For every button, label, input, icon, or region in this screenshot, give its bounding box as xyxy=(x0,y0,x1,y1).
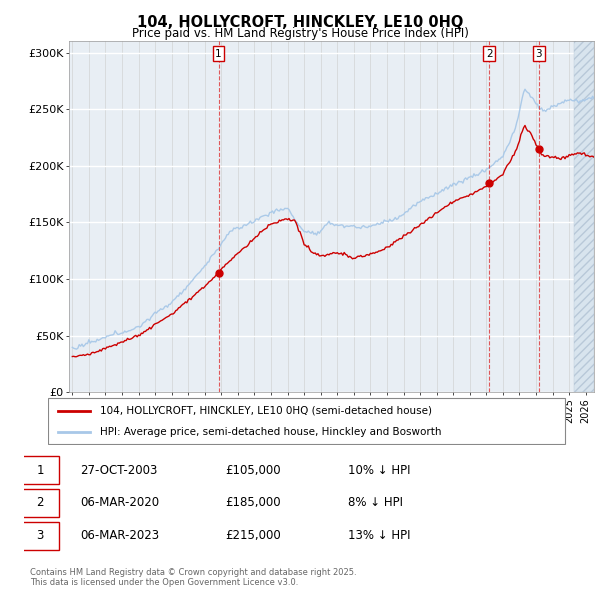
Text: 2: 2 xyxy=(486,48,493,58)
Bar xyxy=(574,41,594,392)
Text: £105,000: £105,000 xyxy=(225,464,281,477)
Text: Contains HM Land Registry data © Crown copyright and database right 2025.: Contains HM Land Registry data © Crown c… xyxy=(30,568,356,576)
Text: 1: 1 xyxy=(215,48,222,58)
Text: £215,000: £215,000 xyxy=(225,529,281,542)
Text: 27-OCT-2003: 27-OCT-2003 xyxy=(80,464,157,477)
Text: 3: 3 xyxy=(536,48,542,58)
FancyBboxPatch shape xyxy=(48,398,565,444)
Text: This data is licensed under the Open Government Licence v3.0.: This data is licensed under the Open Gov… xyxy=(30,578,298,587)
FancyBboxPatch shape xyxy=(21,456,59,484)
Text: Price paid vs. HM Land Registry's House Price Index (HPI): Price paid vs. HM Land Registry's House … xyxy=(131,27,469,40)
Text: 8% ↓ HPI: 8% ↓ HPI xyxy=(347,496,403,510)
Text: 104, HOLLYCROFT, HINCKLEY, LE10 0HQ (semi-detached house): 104, HOLLYCROFT, HINCKLEY, LE10 0HQ (sem… xyxy=(100,405,432,415)
Text: HPI: Average price, semi-detached house, Hinckley and Bosworth: HPI: Average price, semi-detached house,… xyxy=(100,427,442,437)
Text: 2: 2 xyxy=(37,496,44,510)
Text: 104, HOLLYCROFT, HINCKLEY, LE10 0HQ: 104, HOLLYCROFT, HINCKLEY, LE10 0HQ xyxy=(137,15,463,30)
FancyBboxPatch shape xyxy=(21,489,59,517)
FancyBboxPatch shape xyxy=(21,522,59,550)
Text: 06-MAR-2023: 06-MAR-2023 xyxy=(80,529,159,542)
Text: 3: 3 xyxy=(37,529,44,542)
Text: £185,000: £185,000 xyxy=(225,496,281,510)
Text: 1: 1 xyxy=(37,464,44,477)
Text: 10% ↓ HPI: 10% ↓ HPI xyxy=(347,464,410,477)
Text: 13% ↓ HPI: 13% ↓ HPI xyxy=(347,529,410,542)
Text: 06-MAR-2020: 06-MAR-2020 xyxy=(80,496,159,510)
